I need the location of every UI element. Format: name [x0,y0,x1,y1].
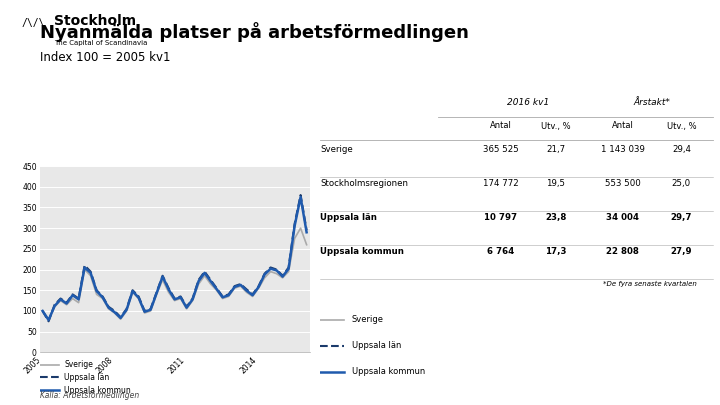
Text: 29,7: 29,7 [670,213,692,222]
Text: 365 525: 365 525 [483,145,519,154]
Text: Utv., %: Utv., % [541,122,571,130]
Text: 19,5: 19,5 [546,179,565,188]
Text: 553 500: 553 500 [605,179,640,188]
Text: 174 772: 174 772 [483,179,519,188]
Text: 27,9: 27,9 [670,247,692,256]
Text: Antal: Antal [490,122,512,130]
Text: 22 808: 22 808 [606,247,639,256]
Text: Antal: Antal [611,122,634,130]
Text: The Capital of Scandinavia: The Capital of Scandinavia [54,40,148,47]
Text: Sverige: Sverige [64,360,93,369]
Text: Stockholm: Stockholm [54,14,136,28]
Text: 29,4: 29,4 [672,145,691,154]
Text: Uppsala län: Uppsala län [320,213,377,222]
Text: Sverige: Sverige [352,315,384,324]
Text: Årstakt*: Årstakt* [634,98,670,107]
Text: Uppsala län: Uppsala län [352,341,401,350]
Text: Sverige: Sverige [320,145,353,154]
Text: Nyanmälda platser på arbetsförmedlingen: Nyanmälda platser på arbetsförmedlingen [40,22,469,42]
Text: *De fyra senaste kvartalen: *De fyra senaste kvartalen [603,281,697,287]
Text: Uppsala kommun: Uppsala kommun [320,247,404,256]
Text: Uppsala kommun: Uppsala kommun [64,386,131,395]
Text: 1 143 039: 1 143 039 [600,145,644,154]
Text: Index 100 = 2005 kv1: Index 100 = 2005 kv1 [40,51,170,64]
Text: 23,8: 23,8 [545,213,567,222]
Text: 34 004: 34 004 [606,213,639,222]
Text: Källa: Arbetsförmedlingen: Källa: Arbetsförmedlingen [40,391,139,400]
Text: Uppsala län: Uppsala län [64,373,109,382]
Text: 21,7: 21,7 [546,145,565,154]
Text: Utv., %: Utv., % [667,122,696,130]
Text: /\/\: /\/\ [22,18,45,28]
Text: 6 764: 6 764 [487,247,515,256]
Text: 10 797: 10 797 [485,213,518,222]
Text: Uppsala kommun: Uppsala kommun [352,367,425,376]
Text: 17,3: 17,3 [545,247,567,256]
Text: 25,0: 25,0 [672,179,691,188]
Text: 2016 kv1: 2016 kv1 [508,98,549,107]
Text: Stockholmsregionen: Stockholmsregionen [320,179,408,188]
